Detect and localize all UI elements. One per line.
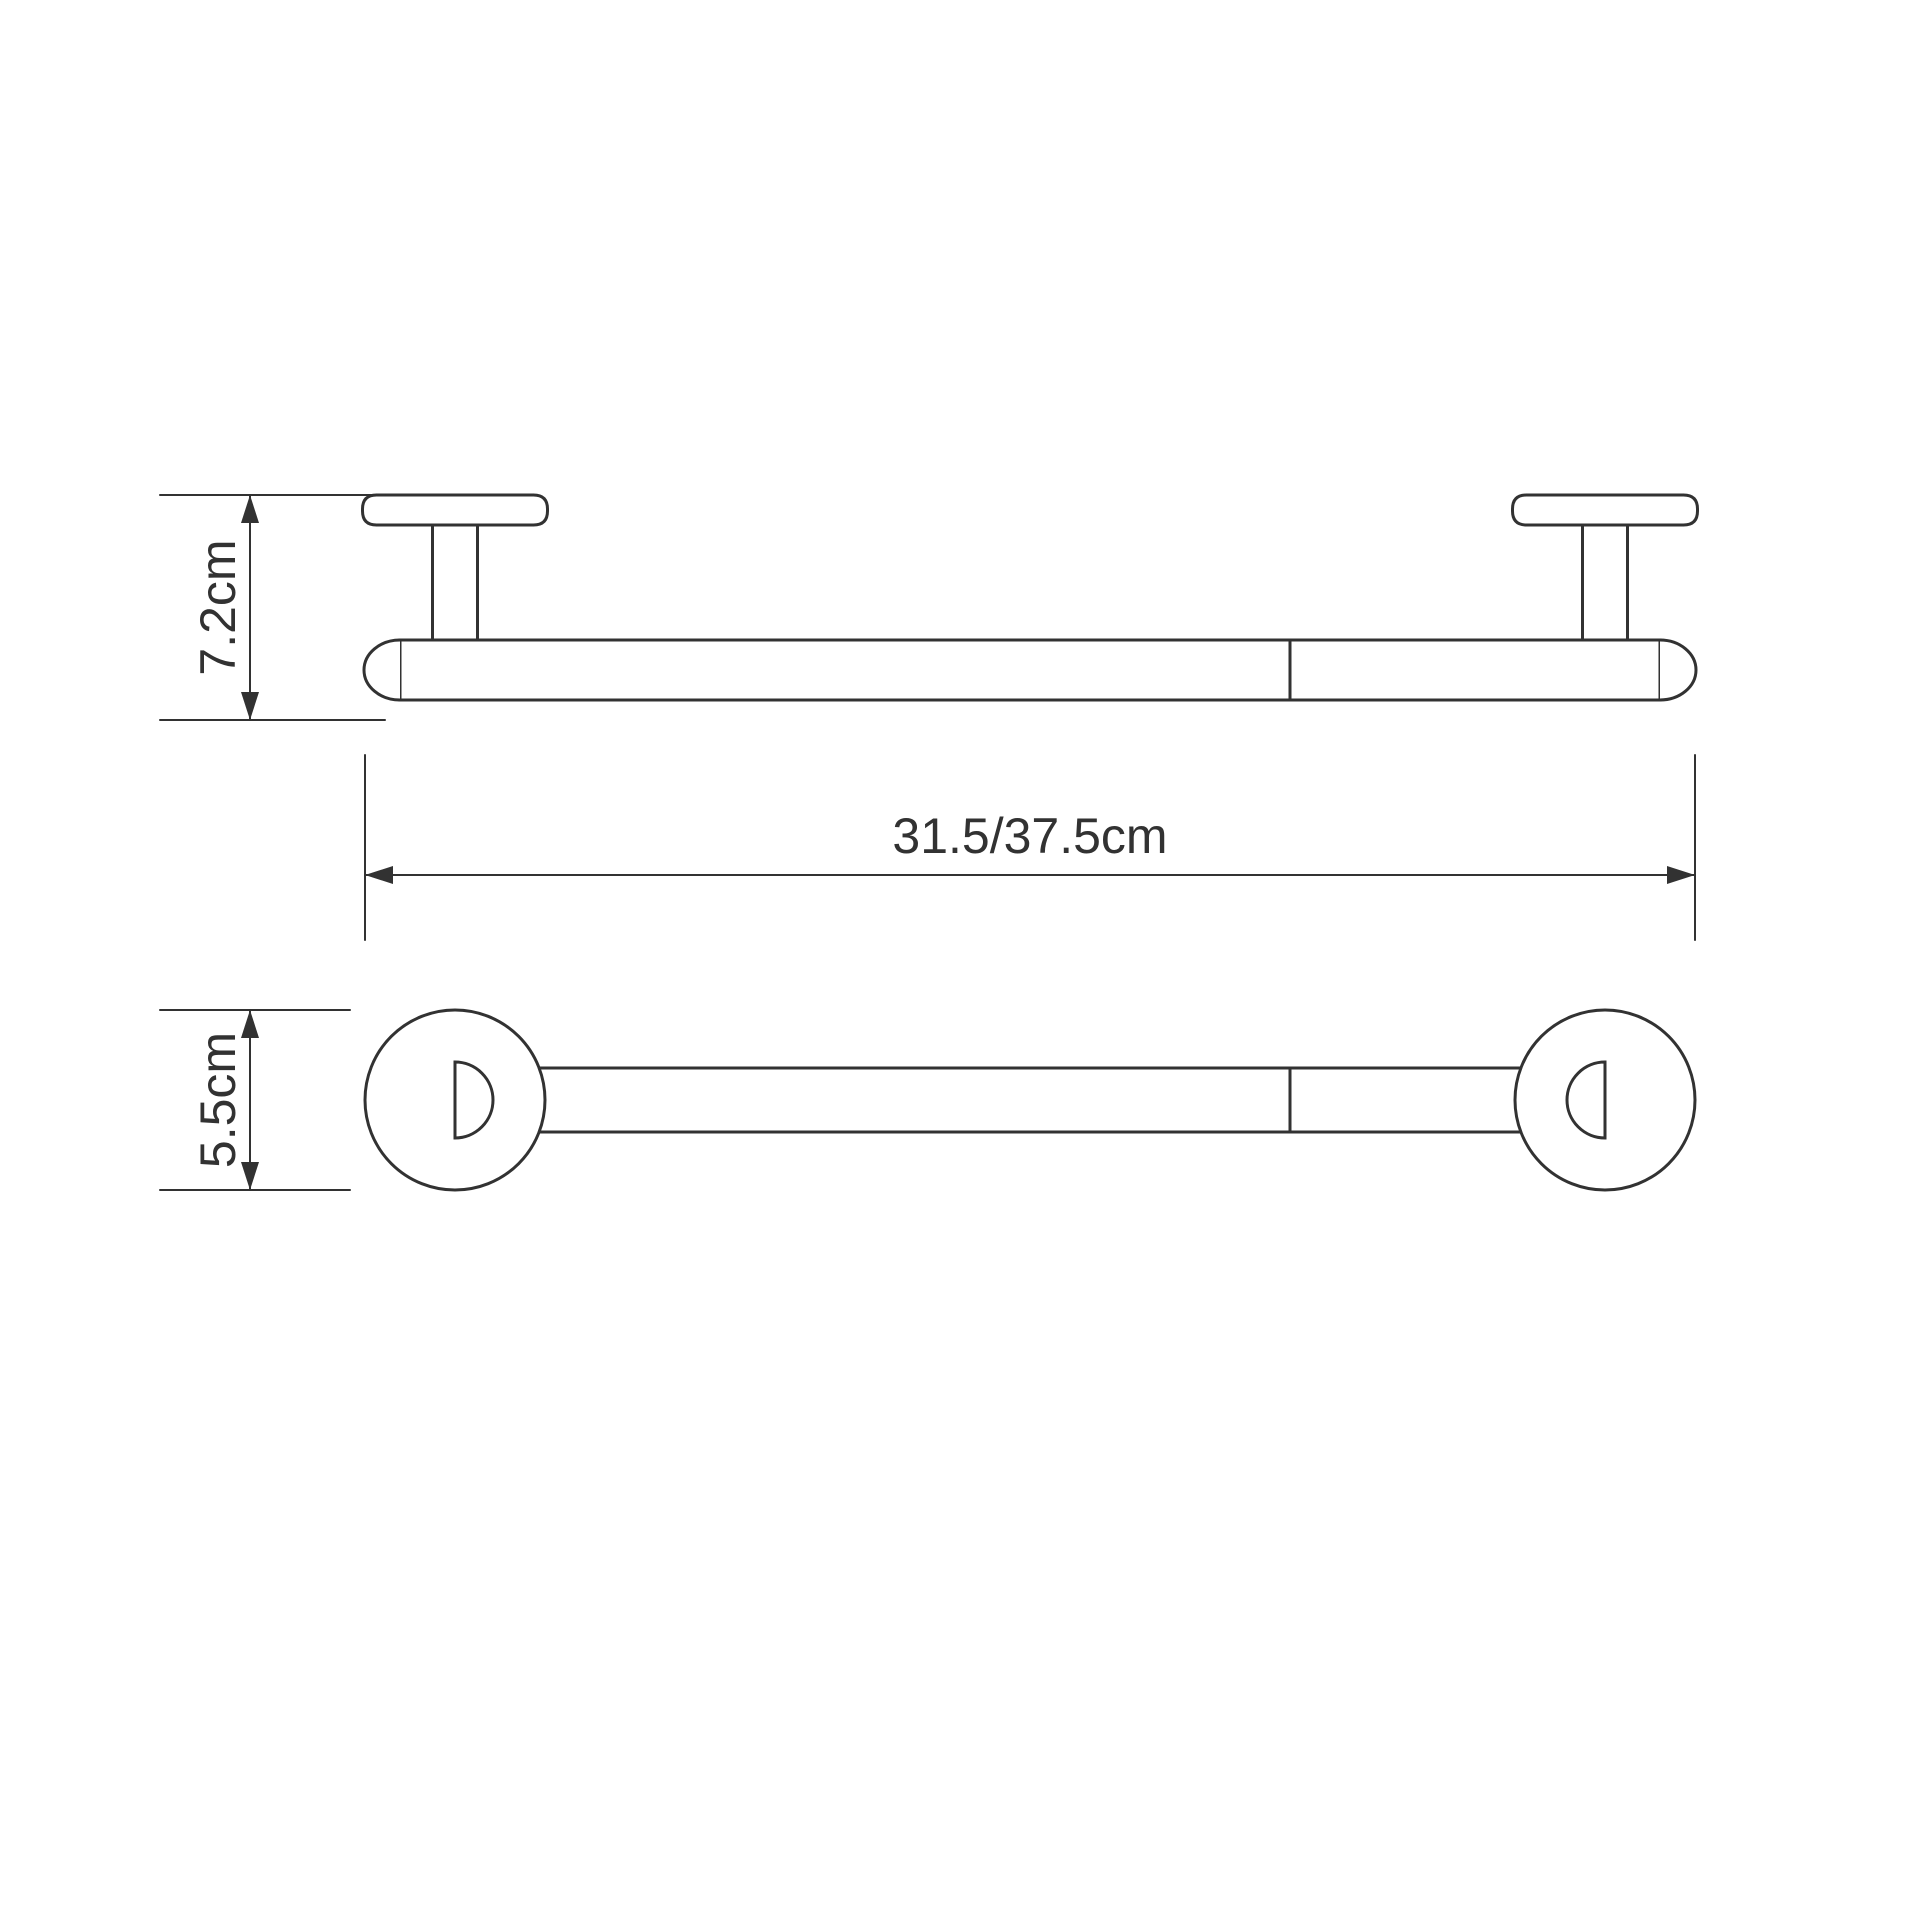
side-bar [400,640,1660,700]
dim-label-height-top: 7.2cm [190,539,246,675]
dim-arrowhead [241,495,259,523]
side-mount-right [1513,495,1698,525]
front-bar [455,1068,1605,1132]
dim-arrowhead [241,692,259,720]
dim-arrowhead [365,866,393,884]
dim-label-height-bottom: 5.5cm [190,1032,246,1168]
dim-arrowhead [1667,866,1695,884]
side-mount-left [363,495,548,525]
side-bar-leftcap [364,640,400,700]
dimension-drawing: 7.2cm 31.5/37.5cm 5.5cm [0,0,1920,1920]
dim-label-width: 31.5/37.5cm [892,808,1167,864]
side-bar-rightcap [1660,640,1696,700]
